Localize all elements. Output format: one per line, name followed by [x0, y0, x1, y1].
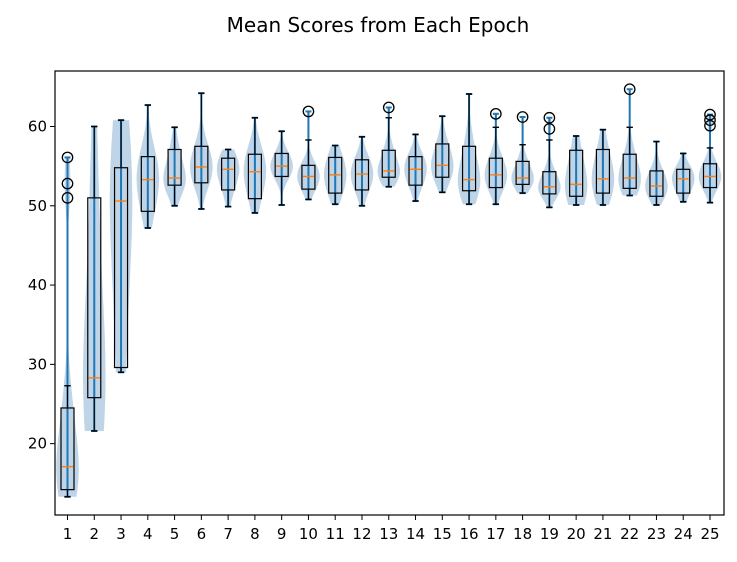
y-axis: 20 30 40 50 60 — [28, 118, 55, 453]
x-tick-label: 21 — [593, 525, 612, 543]
x-tick-label: 17 — [486, 525, 505, 543]
iqr-box — [328, 156, 343, 194]
box-6 — [194, 92, 209, 210]
x-tick-label: 1 — [63, 525, 73, 543]
outlier-point — [382, 101, 395, 114]
box-21 — [595, 128, 611, 206]
x-tick-label: 11 — [326, 525, 345, 543]
box-3 — [113, 119, 129, 373]
plot-frame — [54, 70, 725, 516]
outlier-point — [543, 123, 556, 135]
iqr-box — [221, 157, 236, 191]
outlier-point — [623, 83, 636, 96]
x-tick-label: 18 — [513, 525, 532, 543]
box-24 — [676, 152, 691, 203]
box-17 — [488, 107, 503, 205]
x-tick-label: 14 — [406, 525, 425, 543]
iqr-box — [622, 153, 637, 189]
outlier-point — [61, 177, 74, 190]
x-tick-label: 22 — [620, 525, 639, 543]
iqr-box — [167, 148, 182, 186]
box-9 — [274, 130, 289, 206]
x-tick-label: 16 — [460, 525, 479, 543]
box-11 — [328, 144, 343, 205]
x-tick-label: 5 — [170, 525, 180, 543]
box-22 — [622, 83, 637, 197]
iqr-box — [113, 167, 129, 369]
box-layer — [60, 83, 718, 498]
x-tick-label: 24 — [674, 525, 693, 543]
x-tick-label: 2 — [89, 525, 99, 543]
y-tick-label: 60 — [28, 118, 47, 136]
box-16 — [461, 93, 477, 205]
outlier-point — [61, 151, 74, 164]
y-tick-label: 20 — [28, 435, 47, 453]
x-tick-label: 20 — [567, 525, 586, 543]
iqr-box — [515, 160, 530, 185]
box-14 — [408, 133, 423, 202]
box-23 — [649, 140, 664, 206]
iqr-box — [595, 148, 611, 194]
iqr-box — [301, 164, 316, 190]
x-tick-label: 4 — [143, 525, 153, 543]
outlier-point — [516, 111, 529, 123]
box-10 — [301, 105, 316, 201]
iqr-box — [408, 156, 423, 186]
box-5 — [167, 126, 182, 207]
iqr-box — [488, 157, 503, 189]
iqr-box — [354, 159, 370, 191]
box-18 — [515, 111, 530, 194]
iqr-box — [381, 149, 396, 178]
box-25 — [702, 108, 718, 204]
box-4 — [140, 104, 155, 229]
box-2 — [87, 125, 102, 432]
x-tick-label: 6 — [197, 525, 207, 543]
outlier-point — [704, 108, 716, 121]
outlier-point — [543, 111, 556, 124]
x-tick-label: 9 — [277, 525, 287, 543]
x-tick-label: 23 — [647, 525, 666, 543]
y-tick-label: 40 — [28, 276, 47, 294]
x-tick-label: 19 — [540, 525, 559, 543]
box-13 — [381, 101, 396, 188]
iqr-box — [569, 149, 584, 197]
box-12 — [354, 136, 370, 207]
iqr-box — [247, 153, 262, 200]
outlier-point — [704, 119, 716, 132]
iqr-box — [461, 145, 477, 192]
iqr-box — [87, 197, 102, 399]
x-tick-label: 7 — [223, 525, 233, 543]
outlier-point — [704, 114, 716, 127]
x-axis: 1 2 3 4 5 6 7 8 9 10 11 12 13 14 15 16 17 18 19 20 21 22 23 24 2… — [63, 515, 720, 543]
outlier-point — [489, 107, 502, 120]
box-8 — [247, 117, 262, 214]
x-tick-label: 15 — [433, 525, 452, 543]
x-tick-label: 3 — [116, 525, 126, 543]
iqr-box — [649, 170, 664, 197]
y-tick-label: 50 — [28, 197, 47, 215]
iqr-box — [60, 407, 75, 491]
chart-title: Mean Scores from Each Epoch — [227, 13, 530, 37]
outlier-point — [61, 192, 74, 204]
iqr-box — [194, 145, 209, 184]
box-7 — [221, 148, 236, 208]
box-15 — [435, 115, 450, 194]
iqr-box — [435, 143, 450, 178]
iqr-box — [542, 171, 557, 195]
x-tick-label: 8 — [250, 525, 260, 543]
outlier-point — [302, 105, 315, 118]
x-tick-label: 13 — [379, 525, 398, 543]
box-20 — [569, 135, 584, 206]
iqr-box — [140, 156, 155, 212]
iqr-box — [702, 163, 718, 189]
x-tick-label: 25 — [700, 525, 719, 543]
iqr-box — [274, 152, 289, 178]
box-1 — [60, 151, 75, 498]
y-tick-label: 30 — [28, 355, 47, 373]
box-19 — [542, 111, 557, 209]
x-tick-label: 12 — [352, 525, 371, 543]
x-tick-label: 10 — [299, 525, 318, 543]
iqr-box — [676, 168, 691, 194]
